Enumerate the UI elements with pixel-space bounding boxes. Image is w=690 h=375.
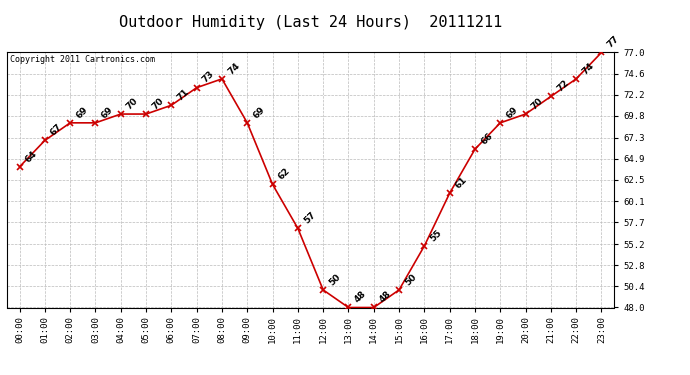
Text: 55: 55 — [428, 228, 444, 243]
Text: 50: 50 — [327, 272, 342, 287]
Text: 71: 71 — [175, 87, 191, 102]
Text: 61: 61 — [454, 175, 469, 190]
Text: 74: 74 — [580, 61, 595, 76]
Text: 69: 69 — [504, 105, 520, 120]
Text: 62: 62 — [277, 166, 292, 182]
Text: 72: 72 — [555, 78, 571, 94]
Text: 69: 69 — [75, 105, 90, 120]
Text: 69: 69 — [99, 105, 115, 120]
Text: 69: 69 — [251, 105, 267, 120]
Text: 64: 64 — [23, 149, 39, 164]
Text: 73: 73 — [201, 70, 216, 85]
Text: Copyright 2011 Cartronics.com: Copyright 2011 Cartronics.com — [10, 55, 155, 64]
Text: 57: 57 — [302, 210, 317, 226]
Text: 66: 66 — [479, 131, 494, 147]
Text: 77: 77 — [606, 34, 621, 50]
Text: 48: 48 — [378, 290, 393, 305]
Text: 50: 50 — [403, 272, 418, 287]
Text: 67: 67 — [49, 122, 64, 138]
Text: 74: 74 — [226, 61, 242, 76]
Text: Outdoor Humidity (Last 24 Hours)  20111211: Outdoor Humidity (Last 24 Hours) 2011121… — [119, 15, 502, 30]
Text: 48: 48 — [353, 290, 368, 305]
Text: 70: 70 — [530, 96, 545, 111]
Text: 70: 70 — [125, 96, 140, 111]
Text: 70: 70 — [150, 96, 166, 111]
